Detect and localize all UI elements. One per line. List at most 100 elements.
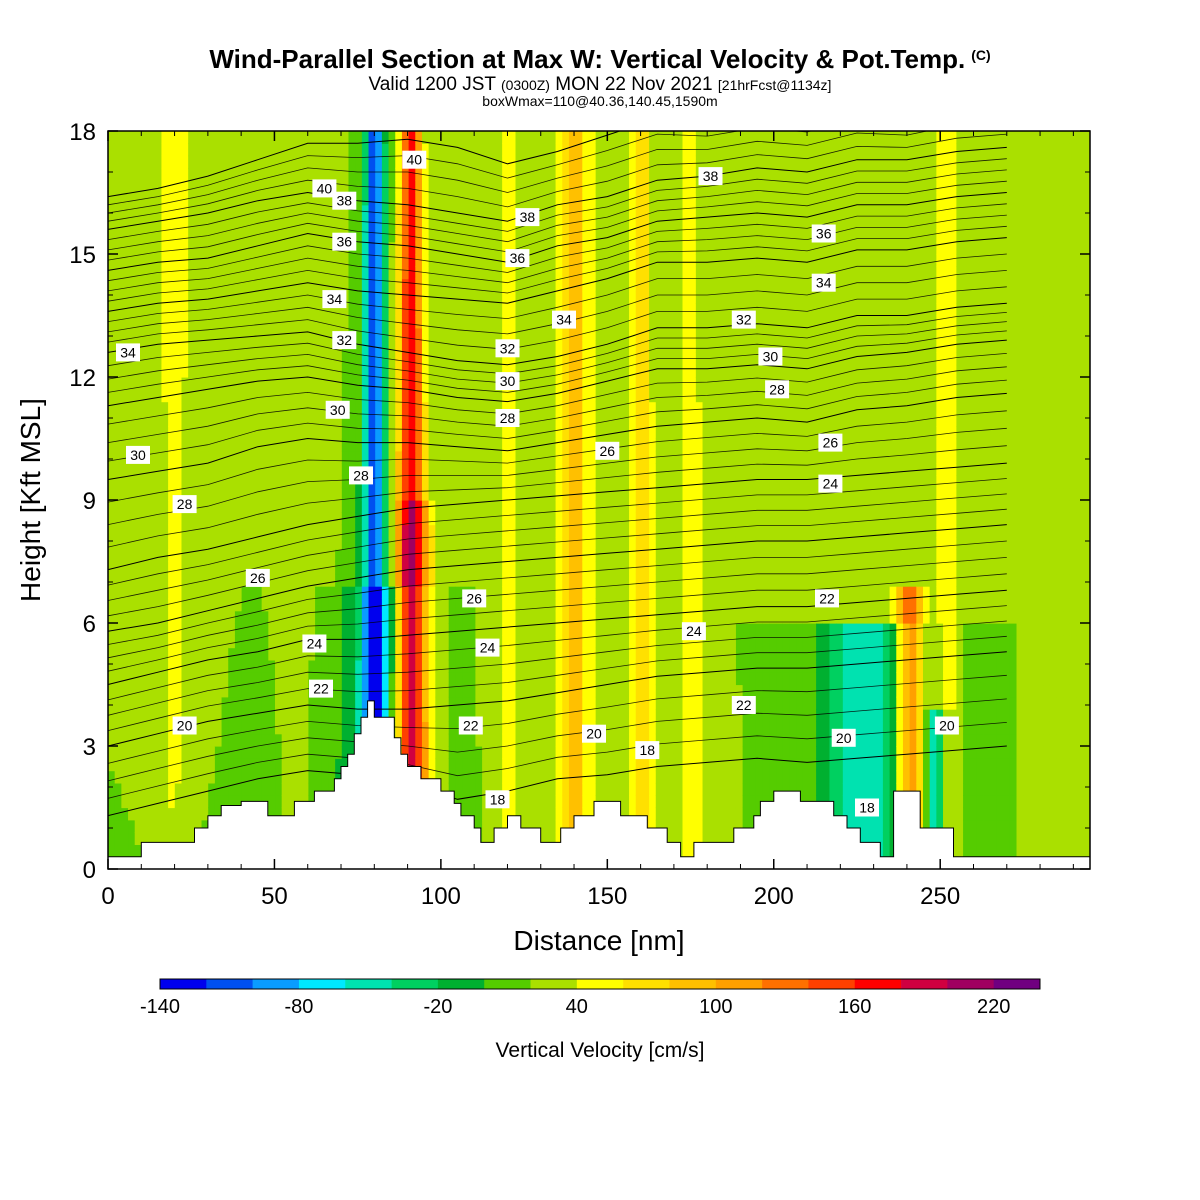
w-cell <box>622 241 630 255</box>
w-cell <box>108 795 116 809</box>
w-cell <box>555 450 563 464</box>
w-cell <box>114 586 122 599</box>
w-cell <box>535 746 543 759</box>
w-cell <box>114 561 122 575</box>
w-cell <box>308 733 316 747</box>
w-cell <box>375 463 383 476</box>
w-cell <box>234 598 243 612</box>
w-cell <box>241 746 249 759</box>
w-cell <box>408 512 416 526</box>
w-cell <box>341 721 350 735</box>
w-cell <box>208 155 216 169</box>
w-cell <box>635 254 644 267</box>
w-cell <box>141 832 149 845</box>
w-cell <box>588 549 597 563</box>
w-cell <box>161 475 169 489</box>
w-cell <box>609 610 617 624</box>
w-cell <box>408 266 416 280</box>
w-cell <box>261 192 269 206</box>
w-cell <box>495 463 503 476</box>
w-cell <box>154 684 163 698</box>
w-cell <box>261 241 269 255</box>
w-cell <box>114 635 122 649</box>
w-cell <box>275 278 283 292</box>
w-cell <box>548 758 557 772</box>
w-cell <box>448 500 456 513</box>
w-cell <box>174 241 183 255</box>
w-cell <box>442 475 450 489</box>
w-cell <box>435 143 443 157</box>
w-cell <box>254 180 263 194</box>
vertical-velocity-field <box>108 131 1090 869</box>
w-cell <box>308 143 316 157</box>
w-cell <box>401 401 410 415</box>
w-cell <box>288 143 296 157</box>
w-cell <box>622 746 630 759</box>
w-cell <box>128 795 136 809</box>
w-cell <box>134 782 142 796</box>
w-cell <box>462 659 470 673</box>
w-cell <box>602 340 610 353</box>
w-cell <box>268 610 276 624</box>
w-cell <box>381 364 390 378</box>
w-cell <box>201 463 209 476</box>
w-cell <box>502 241 510 255</box>
w-cell <box>321 192 330 206</box>
w-cell <box>381 266 390 280</box>
w-cell <box>168 721 176 735</box>
w-cell <box>228 770 236 784</box>
w-cell <box>408 438 416 452</box>
w-cell <box>174 327 183 341</box>
w-cell <box>188 635 196 649</box>
w-cell <box>622 229 630 243</box>
w-cell <box>341 549 350 563</box>
w-cell <box>568 401 577 415</box>
w-cell <box>181 463 189 476</box>
w-cell <box>121 192 129 206</box>
w-cell <box>548 684 557 698</box>
w-cell <box>488 598 497 612</box>
w-cell <box>562 536 570 550</box>
w-cell <box>261 586 269 599</box>
w-cell <box>635 586 644 599</box>
w-cell <box>108 782 116 796</box>
w-cell <box>201 254 209 267</box>
w-cell <box>535 770 543 784</box>
w-cell <box>595 770 603 784</box>
w-cell <box>281 229 289 243</box>
w-cell <box>435 610 443 624</box>
w-cell <box>655 746 664 759</box>
w-cell <box>388 426 396 440</box>
w-cell <box>421 278 430 292</box>
w-cell <box>562 819 570 833</box>
w-cell <box>128 475 136 489</box>
w-cell <box>428 413 436 427</box>
w-cell <box>535 758 543 772</box>
w-cell <box>148 795 156 809</box>
w-cell <box>602 180 610 194</box>
w-cell <box>649 733 657 747</box>
w-cell <box>395 204 403 218</box>
w-cell <box>421 746 430 759</box>
w-cell <box>121 327 129 341</box>
w-cell <box>241 536 249 550</box>
w-cell <box>248 241 256 255</box>
w-cell <box>281 487 289 501</box>
w-cell <box>468 401 477 415</box>
w-cell <box>361 426 370 440</box>
w-cell <box>615 561 623 575</box>
w-cell <box>194 586 203 599</box>
w-cell <box>555 684 563 698</box>
w-cell <box>141 709 149 722</box>
w-cell <box>208 807 216 821</box>
w-cell <box>502 229 510 243</box>
w-cell <box>261 746 269 759</box>
w-cell <box>442 438 450 452</box>
w-cell <box>588 389 597 403</box>
w-cell <box>368 549 376 563</box>
w-cell <box>134 426 142 440</box>
w-cell <box>462 610 470 624</box>
w-cell <box>114 770 122 784</box>
w-cell <box>335 389 343 403</box>
w-cell <box>562 524 570 538</box>
